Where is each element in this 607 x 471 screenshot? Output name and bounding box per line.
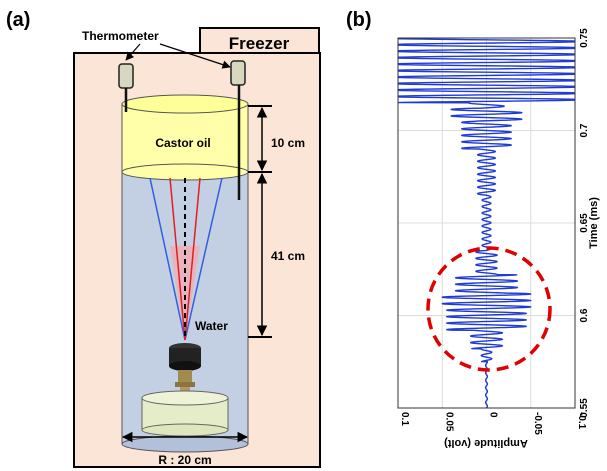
y-tick-label: 0.7 <box>579 123 590 137</box>
x-tick-label: 0.1 <box>399 412 410 426</box>
thermometer-left <box>118 63 134 112</box>
plot-area <box>397 37 576 409</box>
base-platform <box>141 390 229 437</box>
x-axis-ticks: 0.1 0.05 0 -0.05 -0.1 <box>399 412 587 435</box>
x-tick-label: 0 <box>488 412 499 418</box>
y-tick-label: 0.55 <box>579 398 590 418</box>
castor-oil-container <box>121 94 249 181</box>
y-axis-ticks: 0.55 0.6 0.65 0.7 0.75 <box>579 28 590 418</box>
y-tick-label: 0.6 <box>579 308 590 322</box>
thermometer-pointer-left <box>125 43 141 61</box>
beam-blue-left <box>149 177 186 341</box>
thermometer-pointer-right <box>159 43 231 69</box>
plot-frame <box>397 37 576 409</box>
x-axis-label: Amplitude (volt) <box>444 437 528 449</box>
beam-red-left <box>169 177 186 341</box>
y-tick-label: 0.75 <box>579 28 590 48</box>
panel-a: (a) Freezer Thermometer Castor oil <box>6 9 321 468</box>
water-label: Water <box>195 319 228 333</box>
freezer-label: Freezer <box>229 34 290 53</box>
beam-red-right <box>184 177 201 341</box>
dimension-41cm-label: 41 cm <box>271 249 305 263</box>
x-tick-label: -0.05 <box>532 412 543 435</box>
x-tick-label: -0.1 <box>576 412 587 430</box>
panel-b-label: (b) <box>346 9 372 31</box>
y-axis-label: Time (ms) <box>588 197 600 249</box>
x-tick-label: 0.05 <box>443 412 454 432</box>
amplitude-trace <box>398 38 575 408</box>
thermometer-right <box>230 60 246 200</box>
panel-b: (b) 0.1 0.05 0 -0.05 -0.1 0.55 0.6 0.65 … <box>346 9 600 449</box>
beam-blue-right <box>184 177 223 341</box>
thermometer-label: Thermometer <box>82 29 159 43</box>
castor-oil-label: Castor oil <box>155 136 210 150</box>
radius-label: R : 20 cm <box>158 453 211 467</box>
dimension-10cm-label: 10 cm <box>271 136 305 150</box>
panel-a-label: (a) <box>6 9 30 31</box>
y-tick-label: 0.65 <box>579 213 590 233</box>
highlight-circle <box>426 246 552 372</box>
beam-red-fill <box>170 246 200 340</box>
dimension-markers <box>121 105 272 443</box>
